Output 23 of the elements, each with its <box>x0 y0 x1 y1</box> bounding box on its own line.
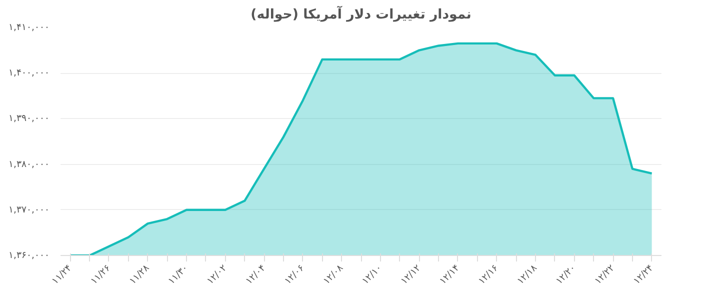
x-tick-label: ۱۱/۲۶ <box>88 262 113 287</box>
x-tick-label: ۱۲/۰۴ <box>244 262 268 287</box>
chart-title: نمودار تغییرات دلار آمریکا (حواله) <box>250 6 472 22</box>
y-tick-label: ۱,۳۹۰,۰۰۰ <box>8 113 50 124</box>
x-tick-label: ۱۲/۱۴ <box>438 262 462 287</box>
x-tick-label: ۱۲/۲۲ <box>592 262 617 287</box>
y-tick-label: ۱,۴۱۰,۰۰۰ <box>8 22 50 33</box>
x-tick-label: ۱۲/۱۲ <box>398 262 424 287</box>
x-tick-label: ۱۲/۰۸ <box>321 262 346 287</box>
x-tick-label: ۱۲/۱۰ <box>360 262 384 287</box>
x-tick-label: ۱۲/۰۲ <box>205 262 230 287</box>
x-tick-label: ۱۱/۲۴ <box>50 262 74 287</box>
x-tick-label: ۱۱/۳۰ <box>166 262 190 287</box>
y-tick-label: ۱,۴۰۰,۰۰۰ <box>8 68 50 79</box>
y-tick-label: ۱,۳۶۰,۰۰۰ <box>8 250 50 261</box>
x-tick-label: ۱۲/۲۰ <box>554 262 578 287</box>
x-tick-label: ۱۱/۲۸ <box>127 262 152 287</box>
y-tick-label: ۱,۳۸۰,۰۰۰ <box>8 158 50 170</box>
y-tick-label: ۱,۳۷۰,۰۰۰ <box>8 204 50 216</box>
x-tick-label: ۱۲/۱۸ <box>515 262 540 287</box>
x-tick-label: ۱۲/۱۶ <box>476 262 501 287</box>
x-tick-label: ۱۲/۰۶ <box>282 262 307 287</box>
x-tick-label: ۱۲/۲۴ <box>632 262 656 287</box>
